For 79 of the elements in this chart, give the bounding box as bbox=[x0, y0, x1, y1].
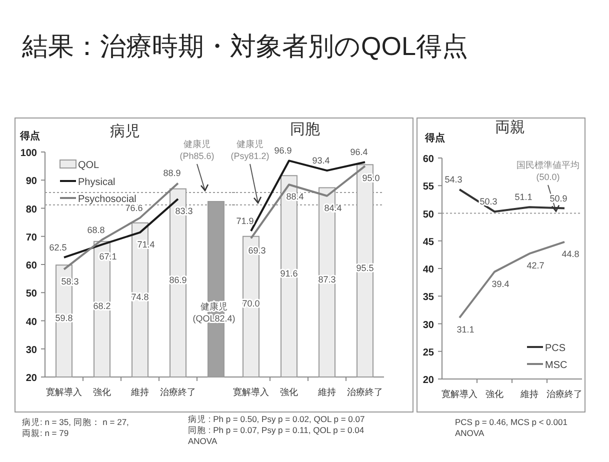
y-tick-label: 70 bbox=[26, 232, 38, 244]
ref-line-label: 健康児 (Ph85.6) bbox=[180, 139, 214, 161]
data-label: 96.4 bbox=[350, 147, 368, 158]
data-label: 86.9 bbox=[169, 274, 187, 285]
data-label: 88.4 bbox=[286, 192, 304, 202]
data-label: 84.4 bbox=[324, 202, 342, 213]
y-tick-label: 40 bbox=[422, 264, 434, 276]
data-label: 58.3 bbox=[61, 276, 79, 286]
y-tick-label: 45 bbox=[422, 236, 434, 248]
legend-label: Psychosocial bbox=[78, 194, 136, 205]
text: 病児: n = 35, 同胞： n = 27, 両親: n = 79 bbox=[22, 417, 129, 438]
ref-line-label: 国民標準値平均 (50.0) bbox=[516, 160, 580, 182]
text: 結果：治療時期・対象者別のQOL得点 bbox=[21, 31, 468, 61]
data-label: 44.8 bbox=[562, 248, 580, 259]
x-tick-label: 維持 bbox=[520, 389, 538, 399]
y-axis-title: 得点 bbox=[424, 132, 445, 144]
x-tick-label: 強化 bbox=[280, 387, 298, 397]
y-axis-title: 得点 bbox=[19, 130, 40, 142]
data-label: 68.2 bbox=[93, 301, 111, 312]
y-tick-label: 100 bbox=[20, 148, 38, 159]
y-tick-label: 30 bbox=[422, 320, 434, 331]
chart-title: 病児 bbox=[110, 123, 140, 140]
x-tick-label: 寛解導入 bbox=[233, 387, 269, 397]
y-tick-label: 35 bbox=[422, 292, 434, 304]
y-tick-label: 60 bbox=[26, 260, 38, 272]
x-tick-label: 強化 bbox=[93, 387, 111, 397]
legend-label: MSC bbox=[545, 360, 568, 371]
data-label: 71.9 bbox=[236, 216, 254, 226]
x-tick-label: 治療終了 bbox=[546, 389, 582, 399]
data-label: 71.4 bbox=[137, 239, 155, 250]
y-tick-label: 50 bbox=[422, 209, 434, 220]
y-tick-label: 25 bbox=[422, 347, 434, 358]
data-label: 50.3 bbox=[480, 196, 498, 207]
data-label: 51.1 bbox=[514, 192, 532, 202]
data-label: 91.6 bbox=[280, 268, 298, 278]
y-tick-label: 50 bbox=[26, 288, 38, 300]
y-tick-label: 55 bbox=[422, 182, 434, 193]
x-tick-label: 強化 bbox=[486, 389, 504, 399]
data-label: 76.6 bbox=[125, 202, 143, 213]
chart-title: 両親 bbox=[495, 119, 525, 136]
x-tick-label: 維持 bbox=[130, 387, 149, 397]
data-label: 67.1 bbox=[99, 252, 117, 262]
y-tick-label: 20 bbox=[422, 375, 434, 386]
data-label: 68.8 bbox=[87, 224, 105, 235]
data-label: 42.7 bbox=[526, 260, 544, 271]
data-label: 69.3 bbox=[248, 245, 266, 256]
data-label: 70.0 bbox=[242, 298, 260, 309]
data-label: 54.3 bbox=[444, 174, 462, 184]
y-tick-label: 60 bbox=[422, 154, 434, 165]
data-label: 62.5 bbox=[49, 242, 67, 252]
y-tick-label: 80 bbox=[26, 204, 38, 216]
data-label: 93.4 bbox=[312, 156, 330, 166]
data-label: 87.3 bbox=[318, 274, 336, 284]
data-label: 95.0 bbox=[362, 173, 380, 184]
chart-title: 同胞 bbox=[290, 121, 320, 138]
data-label: 95.5 bbox=[356, 262, 374, 273]
legend-label: PCS bbox=[545, 343, 566, 354]
legend-label: QOL bbox=[78, 160, 100, 171]
x-tick-label: 治療終了 bbox=[347, 387, 383, 397]
data-label: 59.8 bbox=[55, 313, 73, 324]
y-tick-label: 20 bbox=[26, 373, 38, 384]
legend-label: Physical bbox=[78, 177, 116, 188]
x-tick-label: 治療終了 bbox=[160, 387, 196, 397]
y-tick-label: 40 bbox=[26, 316, 38, 328]
text: 病児 : Ph p = 0.50, Psy p = 0.02, QOL p = 0.07 同胞 : Ph p = 0.07, Psy p = 0.11, QOL p = 0.04 ANOVA bbox=[188, 414, 365, 446]
data-label: 39.4 bbox=[492, 278, 510, 289]
line-series bbox=[458, 188, 566, 213]
data-label: 88.9 bbox=[163, 168, 181, 178]
y-tick-label: 90 bbox=[26, 176, 38, 188]
data-label: 31.1 bbox=[456, 324, 474, 335]
x-tick-label: 寛解導入 bbox=[46, 387, 82, 397]
y-tick-label: 30 bbox=[26, 344, 38, 356]
ref-line-label: 健康児 (Psy81.2) bbox=[230, 139, 270, 161]
x-tick-label: 維持 bbox=[317, 387, 336, 397]
data-label: 96.9 bbox=[274, 146, 292, 156]
data-label: 74.8 bbox=[131, 292, 149, 302]
x-tick-label: 寛解導入 bbox=[442, 389, 478, 399]
data-label: 83.3 bbox=[175, 206, 193, 216]
text: PCS p = 0.46, MCS p < 0.001 ANOVA bbox=[455, 417, 568, 438]
